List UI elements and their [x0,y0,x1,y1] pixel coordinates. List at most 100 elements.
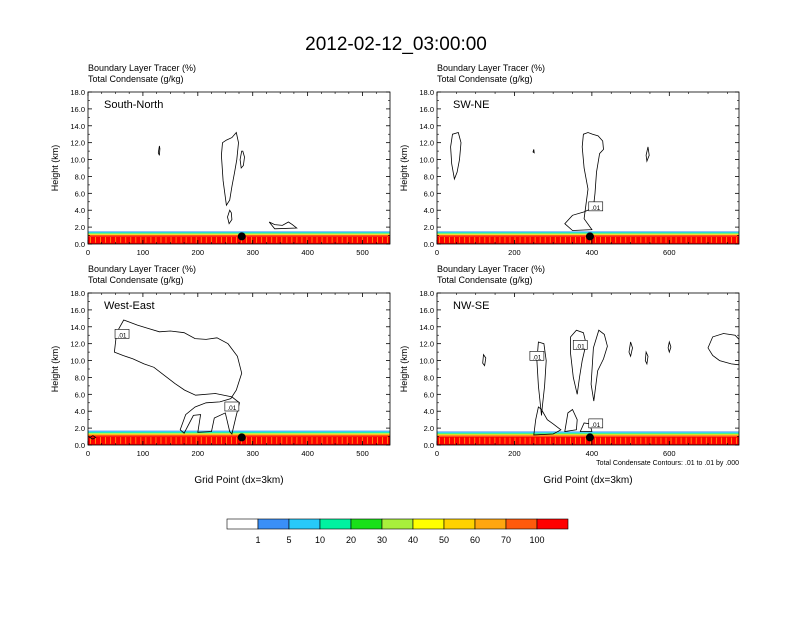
condensate-contour-0 [113,319,243,435]
y-tick-label: 14.0 [70,323,85,332]
contour-label-box [572,340,588,350]
contour-label-text: .01 [118,332,127,339]
y-tick-label: 2.0 [424,223,434,232]
y-tick-label: 12.0 [70,139,85,148]
x-tick-label: 600 [663,248,676,257]
colorbar-label: 30 [377,535,387,545]
contour-label-box [588,418,604,429]
colorbar-label: 1 [255,535,260,545]
y-tick-label: 16.0 [419,306,434,315]
colorbar-swatch [505,518,538,530]
condensate-contour-1 [450,132,462,181]
panel-plot-area: .01 [437,132,739,244]
tracer-band-5 [88,431,390,433]
tracer-band-0 [437,236,739,244]
colorbar-swatch [412,518,445,530]
condensate-contour-0 [536,341,547,416]
colorbar-label: 40 [408,535,418,545]
condensate-contour-2 [645,146,650,163]
tracer-band-5 [437,231,739,233]
tracer-band-4 [88,432,390,433]
condensate-contour-1 [88,435,97,440]
tracer-band-6 [437,231,739,232]
y-tick-label: 0.0 [75,441,85,450]
contour-label: .01 [224,401,240,412]
y-axis-label: Height (km) [399,145,409,192]
y-tick-label: 12.0 [419,139,434,148]
tracer-band-6 [88,430,390,432]
y-tick-label: 18.0 [419,289,434,298]
condensate-contour-5 [644,350,649,366]
y-tick-label: 0.0 [424,240,434,249]
colorbar-label: 20 [346,535,356,545]
condensate-contour-6 [667,340,672,354]
colorbar-label: 60 [470,535,480,545]
y-tick-label: 2.0 [75,424,85,433]
colorbar-swatch [226,518,259,530]
contour-label-text: .01 [227,405,236,412]
x-tick-label: 400 [301,449,314,458]
x-tick-label: 300 [246,248,259,257]
x-tick-label: 0 [435,248,439,257]
condensate-contour-3 [157,145,161,156]
y-tick-label: 8.0 [75,373,85,382]
colorbar-swatch [257,518,290,530]
panel-plot-area: .01 .01 [88,319,390,445]
tracer-band-0 [88,236,390,244]
condensate-contour-3 [532,149,535,154]
colorbar-label: 5 [286,535,291,545]
contour-label-text: .01 [591,422,600,429]
x-tick-label: 400 [301,248,314,257]
condensate-contour-7 [707,333,739,366]
x-tick-label: 0 [86,449,90,458]
y-tick-label: 6.0 [75,189,85,198]
y-tick-label: 6.0 [75,390,85,399]
condensate-contour-3 [482,353,487,367]
y-tick-label: 16.0 [70,306,85,315]
y-tick-label: 16.0 [419,105,434,114]
panel-label: South-North [104,99,163,111]
y-tick-label: 2.0 [75,223,85,232]
condensate-contour-1 [227,209,233,225]
panel-plot-area: .01 .01 .01 [437,329,739,445]
x-tick-label: 400 [586,248,599,257]
contour-label: .01 [114,329,130,339]
contour-label-text: .01 [591,205,600,212]
y-tick-label: 0.0 [424,441,434,450]
location-marker [585,433,594,442]
figure-title: 2012-02-12_03:00:00 [305,34,487,55]
x-tick-label: 500 [356,248,369,257]
y-tick-label: 10.0 [70,156,85,165]
x-tick-label: 300 [246,449,259,458]
condensate-contour-4 [628,341,633,358]
y-tick-label: 6.0 [424,189,434,198]
x-tick-label: 200 [508,248,521,257]
condensate-contour-4 [268,221,298,230]
colorbar-label: 70 [501,535,511,545]
x-tick-label: 100 [137,248,150,257]
panel-sw-ne: Boundary Layer Tracer (%)Total Condensat… [399,63,740,257]
colorbar-swatch [474,518,507,530]
x-tick-label: 200 [192,449,205,458]
y-tick-label: 8.0 [75,172,85,181]
panel-header-line1: Boundary Layer Tracer (%) [88,63,196,73]
panel-nw-se: Boundary Layer Tracer (%)Total Condensat… [399,264,740,486]
condensate-contour-0 [564,132,604,231]
location-marker [585,232,594,241]
contour-label-box [224,401,240,412]
colorbar-swatch [536,518,569,530]
y-tick-label: 2.0 [424,424,434,433]
panel-header-line1: Boundary Layer Tracer (%) [437,63,545,73]
contour-label: .01 [572,340,588,350]
y-tick-label: 10.0 [419,156,434,165]
panel-south-north: Boundary Layer Tracer (%)Total Condensat… [50,63,391,257]
y-tick-label: 4.0 [75,206,85,215]
panel-west-east: Boundary Layer Tracer (%)Total Condensat… [50,264,391,486]
tracer-band-4 [88,232,390,234]
contour-label-text: .01 [532,354,541,361]
y-tick-label: 4.0 [75,407,85,416]
condensate-contour-9 [564,408,578,432]
location-marker [237,232,246,241]
y-axis-label: Height (km) [50,145,60,192]
